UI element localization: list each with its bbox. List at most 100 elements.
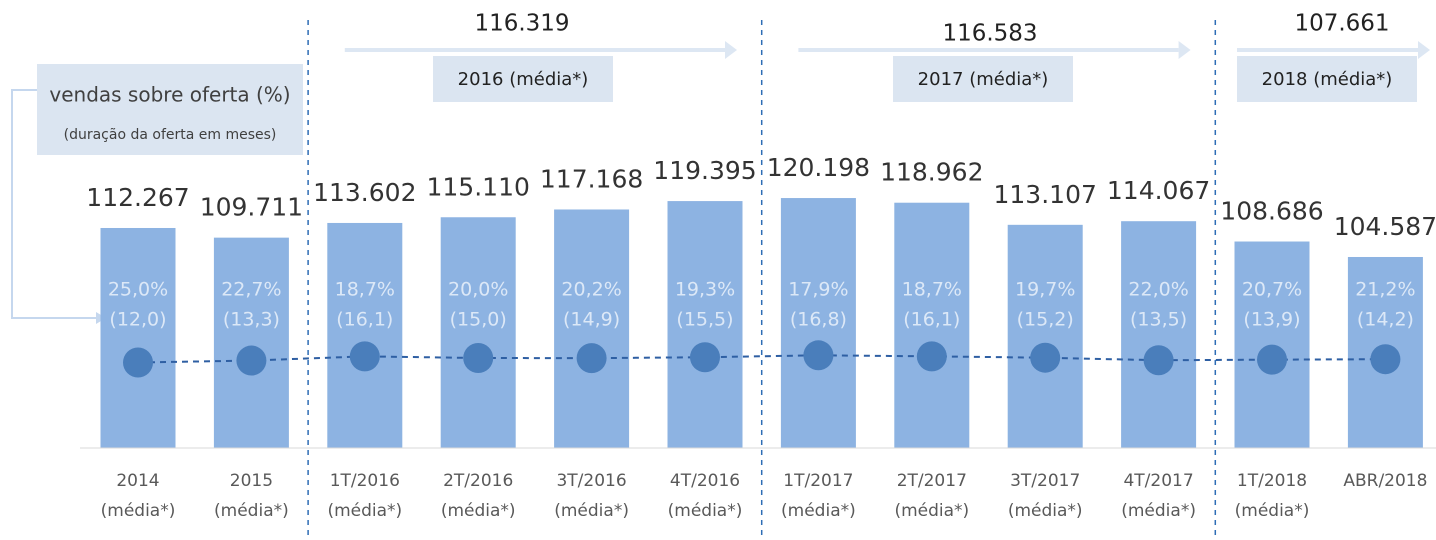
- bar: [213, 237, 289, 448]
- bar: [780, 198, 856, 448]
- x-tick-label-line: 4T/2016: [670, 471, 740, 491]
- duration-line: [137, 354, 1386, 364]
- duration-dot: [916, 341, 947, 372]
- bar-value-label: 120.198: [767, 153, 870, 182]
- percent-label: 20,2%: [561, 279, 621, 301]
- percent-label: 20,7%: [1242, 279, 1302, 301]
- bar-value-label: 115.110: [427, 172, 530, 201]
- x-tick-label-line: 2T/2016: [443, 471, 513, 491]
- percent-label: 20,0%: [448, 279, 508, 301]
- x-tick-label-line: (média*): [894, 501, 969, 521]
- x-tick-label: 1T/2017 (média*): [781, 471, 856, 521]
- period-value: 116.319: [474, 11, 569, 37]
- period-box: [1237, 56, 1417, 102]
- bar-value-label: 114.067: [1107, 176, 1210, 205]
- x-tick-label-line: 2T/2017: [897, 471, 967, 491]
- period-label: 2016 (média*): [458, 69, 589, 90]
- x-tick-label-line: (média*): [214, 501, 289, 521]
- duration-label: (15,2): [1017, 309, 1074, 331]
- bar: [1121, 221, 1197, 448]
- bar-value-label: 112.267: [86, 183, 189, 212]
- percent-label: 18,7%: [335, 279, 395, 301]
- x-tick-label-line: (média*): [781, 501, 856, 521]
- period-arrowhead: [1178, 41, 1191, 59]
- period-value: 116.583: [942, 21, 1037, 47]
- bar-value-label: 109.711: [200, 193, 303, 222]
- x-tick-label: 2014 (média*): [101, 471, 176, 521]
- x-tick-label: 2T/2017 (média*): [894, 471, 969, 521]
- x-tick-label-line: (média*): [101, 501, 176, 521]
- duration-label: (16,1): [336, 309, 393, 331]
- period-label: 2017 (média*): [918, 69, 1049, 90]
- x-tick-label-line: 3T/2017: [1010, 471, 1080, 491]
- duration-dot: [349, 341, 380, 372]
- x-tick-label-line: (média*): [1235, 501, 1310, 521]
- duration-dot: [1370, 344, 1401, 375]
- duration-label: (13,9): [1243, 309, 1300, 331]
- duration-dot: [803, 340, 834, 371]
- percent-label: 22,7%: [221, 279, 281, 301]
- duration-label: (13,5): [1130, 309, 1187, 331]
- x-tick-label: 1T/2018 (média*): [1235, 471, 1310, 521]
- x-tick-label-line: 1T/2016: [330, 471, 400, 491]
- x-tick-label-line: (média*): [1121, 501, 1196, 521]
- x-tick-label: 1T/2016 (média*): [327, 471, 402, 521]
- percent-label: 18,7%: [902, 279, 962, 301]
- period-arrowhead: [1418, 41, 1430, 59]
- duration-label: (13,3): [223, 309, 280, 331]
- duration-label: (14,9): [563, 309, 620, 331]
- bar-value-label: 117.168: [540, 164, 643, 193]
- x-tick-label: ABR/2018: [1343, 471, 1427, 491]
- period-box: [433, 56, 613, 102]
- duration-dot: [576, 343, 607, 374]
- duration-label: (16,8): [790, 309, 847, 331]
- bar: [440, 217, 516, 448]
- percent-label: 17,9%: [788, 279, 848, 301]
- legend-label: vendas sobre oferta (%): [49, 83, 290, 107]
- duration-label: (15,0): [450, 309, 507, 331]
- x-tick-label: 4T/2016 (média*): [668, 471, 743, 521]
- x-tick-label-line: 1T/2017: [783, 471, 853, 491]
- bar: [894, 202, 970, 448]
- x-tick-label-line: (média*): [554, 501, 629, 521]
- x-tick-label-line: (média*): [327, 501, 402, 521]
- x-tick-label: 2T/2016 (média*): [441, 471, 516, 521]
- percent-label: 22,0%: [1128, 279, 1188, 301]
- bar-value-label: 113.602: [313, 178, 416, 207]
- x-tick-label-line: 1T/2018: [1237, 471, 1307, 491]
- bar: [100, 227, 176, 448]
- x-tick-label-line: (média*): [441, 501, 516, 521]
- x-tick-label-line: 3T/2016: [556, 471, 626, 491]
- bar-value-label: 108.686: [1220, 197, 1323, 226]
- x-tick-label-line: ABR/2018: [1343, 471, 1427, 491]
- period-label: 2018 (média*): [1262, 69, 1393, 90]
- x-tick-label-line: (média*): [1008, 501, 1083, 521]
- duration-label: (12,0): [109, 309, 166, 331]
- bar-value-label: 119.395: [653, 156, 756, 185]
- percent-label: 19,7%: [1015, 279, 1075, 301]
- duration-dot: [1030, 342, 1061, 373]
- bar: [327, 222, 403, 448]
- x-tick-label: 3T/2016 (média*): [554, 471, 629, 521]
- duration-label: (16,1): [903, 309, 960, 331]
- duration-dot: [690, 342, 720, 373]
- bar-value-label: 118.962: [880, 158, 983, 187]
- duration-label: (15,5): [676, 309, 733, 331]
- x-tick-label-line: (média*): [668, 501, 743, 521]
- x-tick-label: 4T/2017 (média*): [1121, 471, 1196, 521]
- percent-label: 21,2%: [1355, 279, 1415, 301]
- legend-sublabel: (duração da oferta em meses): [64, 127, 277, 143]
- legend-connector: [11, 89, 96, 319]
- bar-value-label: 113.107: [994, 180, 1097, 209]
- duration-dot: [463, 343, 494, 373]
- legend-box: [37, 64, 303, 155]
- x-tick-label: 2015 (média*): [214, 471, 289, 521]
- duration-dot: [236, 345, 267, 376]
- x-tick-label-line: 4T/2017: [1123, 471, 1193, 491]
- period-box: [893, 56, 1073, 102]
- bar: [1007, 224, 1083, 448]
- duration-label: (14,2): [1357, 309, 1414, 331]
- x-tick-label: 3T/2017 (média*): [1008, 471, 1083, 521]
- bar: [554, 209, 630, 448]
- period-arrowhead: [725, 41, 737, 59]
